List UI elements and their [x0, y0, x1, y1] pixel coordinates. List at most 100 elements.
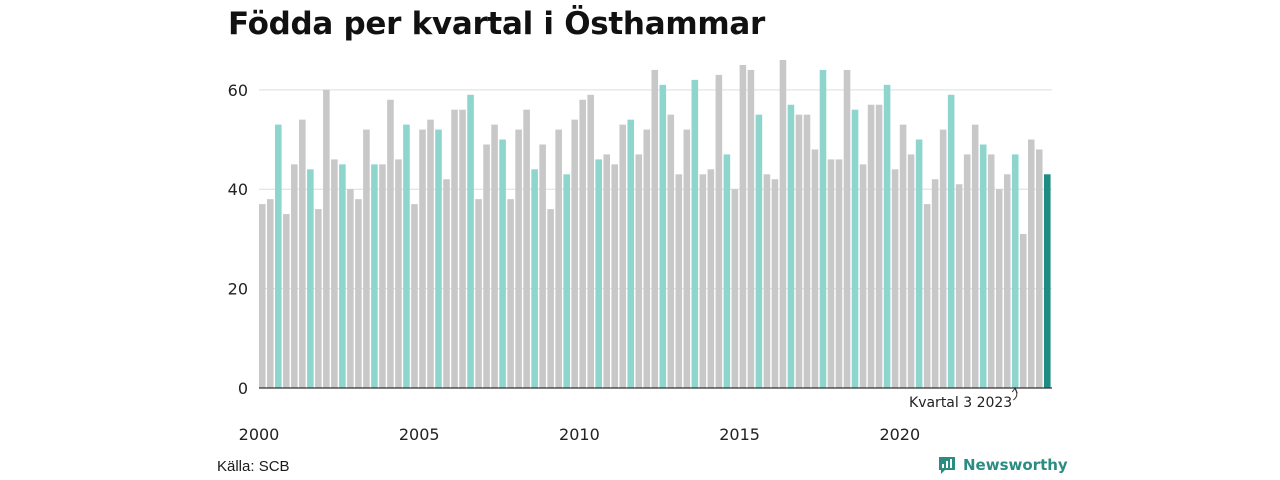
bar [715, 74, 723, 388]
newsworthy-logo-icon [939, 457, 955, 474]
bar [995, 189, 1003, 388]
bars [259, 60, 1051, 389]
bar [875, 104, 883, 388]
bar [659, 84, 667, 388]
y-tick-label: 0 [238, 379, 248, 398]
bar [443, 179, 450, 388]
brand-logo[interactable]: Newsworthy [937, 455, 1068, 475]
bar [979, 144, 987, 388]
annotation-group: Kvartal 3 2023 [909, 386, 1018, 411]
bar [835, 159, 843, 388]
bar [267, 199, 274, 388]
bar [587, 94, 594, 388]
bar [555, 129, 562, 388]
bar [371, 164, 378, 388]
bar [523, 109, 530, 388]
bar [1003, 174, 1011, 388]
annotation-arrowhead [1011, 386, 1018, 394]
bar [787, 104, 795, 388]
bar [539, 144, 546, 388]
bar [763, 174, 771, 388]
bar [843, 69, 851, 388]
bar [603, 154, 610, 388]
bar [339, 164, 346, 388]
bar [355, 199, 362, 388]
x-tick-label: 2015 [719, 425, 760, 444]
bar [547, 209, 554, 388]
bar [883, 84, 891, 388]
x-tick-label: 2020 [879, 425, 920, 444]
bar [299, 119, 306, 388]
bar [347, 189, 354, 388]
annotation-label: Kvartal 3 2023 [909, 395, 1012, 411]
bar [451, 109, 458, 388]
bar [1043, 174, 1051, 388]
bar [667, 114, 675, 389]
bar [931, 179, 939, 388]
bar [259, 204, 266, 388]
bar [867, 104, 875, 388]
bar [731, 189, 739, 388]
bar [619, 124, 627, 389]
bar [427, 119, 434, 388]
bar [971, 124, 979, 389]
bar [491, 124, 498, 389]
x-tick-label: 2000 [239, 425, 280, 444]
bar [307, 169, 314, 388]
bar [459, 109, 466, 388]
bar [683, 129, 691, 388]
bar [579, 99, 586, 388]
bar [483, 144, 490, 388]
bar [827, 159, 835, 388]
bar [611, 164, 619, 388]
bar [939, 129, 947, 388]
source-label: Källa: SCB [217, 458, 290, 475]
x-axis-tick-labels: 2000 2005 2010 2015 2020 [239, 425, 921, 444]
x-tick-label: 2010 [559, 425, 600, 444]
bar [411, 204, 418, 388]
bar [595, 159, 602, 388]
bar [899, 124, 907, 389]
x-tick-label: 2005 [399, 425, 440, 444]
bar [291, 164, 298, 388]
bar [651, 69, 659, 388]
bar [819, 69, 827, 388]
bar [707, 169, 715, 388]
bar [691, 79, 699, 388]
bar [379, 164, 386, 388]
bar [515, 129, 522, 388]
bar [723, 154, 731, 388]
bar [627, 119, 635, 388]
chart-title: Födda per kvartal i Östhammar [228, 6, 765, 42]
bar [747, 69, 755, 388]
bar [923, 204, 931, 388]
bar [643, 129, 651, 388]
bar [323, 89, 330, 388]
bar [419, 129, 426, 388]
bar [499, 139, 506, 388]
bar [987, 154, 995, 388]
bar [811, 149, 819, 388]
bar [403, 124, 410, 389]
bar [1011, 154, 1019, 388]
bar [467, 94, 474, 388]
y-axis-tick-labels: 0 20 40 60 [228, 81, 248, 398]
bar [955, 184, 963, 388]
bar [963, 154, 971, 388]
bar [363, 129, 370, 388]
bar [315, 209, 322, 388]
brand-name: Newsworthy [963, 456, 1068, 474]
bar [283, 214, 290, 388]
bar [1027, 139, 1035, 388]
bar [779, 60, 787, 388]
bar [795, 114, 803, 389]
bar [947, 94, 955, 388]
bar [395, 159, 402, 388]
bar [387, 99, 394, 388]
bar [435, 129, 442, 388]
bar [851, 109, 859, 388]
bar [331, 159, 338, 388]
bar [571, 119, 578, 388]
bar [891, 169, 899, 388]
